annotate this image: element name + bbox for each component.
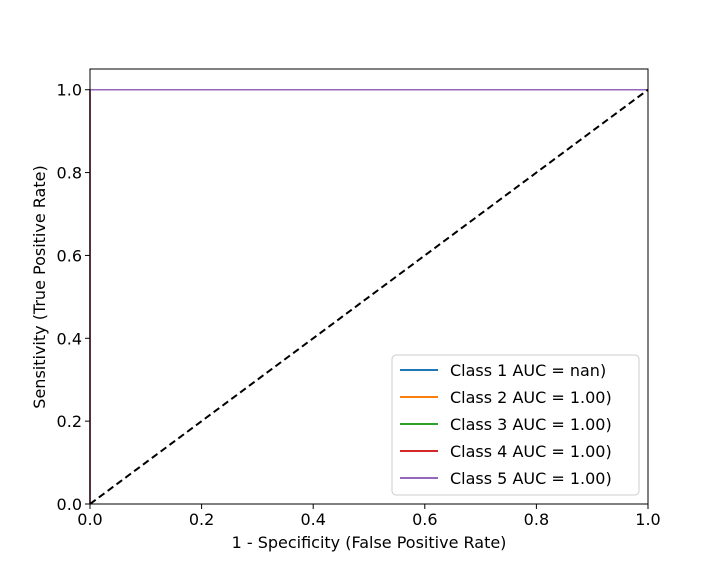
y-tick-label: 1.0 bbox=[57, 81, 82, 100]
y-axis-label: Sensitivity (True Positive Rate) bbox=[30, 165, 49, 408]
x-tick-label: 0.8 bbox=[524, 510, 549, 529]
plot-frame bbox=[89, 68, 649, 505]
reference-diagonal-line bbox=[89, 88, 649, 505]
legend-label-class-2: Class 2 AUC = 1.00) bbox=[450, 388, 612, 407]
y-tick-label: 0.4 bbox=[57, 329, 82, 348]
x-tick-label: 0.4 bbox=[300, 510, 325, 529]
x-tick-label: 1.0 bbox=[635, 510, 660, 529]
legend: Class 1 AUC = nan) Class 2 AUC = 1.00) Cla… bbox=[391, 354, 640, 496]
y-tick-label: 0.6 bbox=[57, 246, 82, 265]
x-axis: 0.0 0.2 0.4 0.6 0.8 1.0 bbox=[77, 504, 661, 529]
legend-label-class-1: Class 1 AUC = nan) bbox=[450, 361, 606, 380]
legend-label-class-3: Class 3 AUC = 1.00) bbox=[450, 415, 612, 434]
y-tick-label: 0.8 bbox=[57, 164, 82, 183]
y-axis: 0.0 0.2 0.4 0.6 0.8 1.0 bbox=[57, 81, 90, 514]
legend-label-class-4: Class 4 AUC = 1.00) bbox=[450, 442, 612, 461]
x-tick-label: 0.6 bbox=[412, 510, 437, 529]
x-tick-label: 0.2 bbox=[189, 510, 214, 529]
y-tick-label: 0.0 bbox=[57, 495, 82, 514]
legend-label-class-5: Class 5 AUC = 1.00) bbox=[450, 469, 612, 488]
y-tick-label: 0.2 bbox=[57, 412, 82, 431]
x-axis-label: 1 - Specificity (False Positive Rate) bbox=[232, 533, 507, 552]
legend-box bbox=[391, 354, 640, 496]
x-tick-label: 0.0 bbox=[77, 510, 102, 529]
